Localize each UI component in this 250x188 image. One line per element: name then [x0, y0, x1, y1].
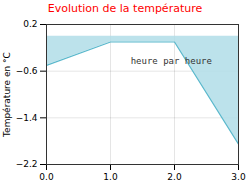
svg-text:−1.4: −1.4	[16, 113, 38, 123]
svg-text:2.0: 2.0	[167, 172, 182, 182]
svg-text:0.0: 0.0	[39, 172, 54, 182]
svg-text:heure par heure: heure par heure	[131, 56, 212, 66]
svg-text:Température en °C: Température en °C	[2, 52, 12, 138]
svg-text:0.2: 0.2	[23, 19, 37, 29]
svg-text:3.0: 3.0	[231, 172, 246, 182]
svg-text:−0.6: −0.6	[16, 66, 38, 76]
html-text:Evolution de la température: Evolution de la température	[47, 2, 203, 15]
svg-text:1.0: 1.0	[103, 172, 118, 182]
svg-text:−2.2: −2.2	[16, 159, 38, 169]
